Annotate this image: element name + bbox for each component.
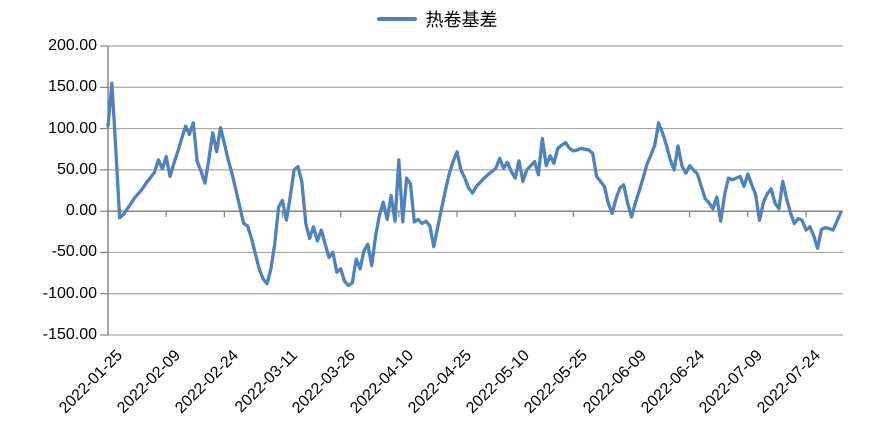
y-tick-label: 50.00 <box>56 160 97 178</box>
y-tick-label: -150.00 <box>42 326 97 343</box>
legend-line-icon <box>376 16 417 22</box>
y-tick-label: 150.00 <box>48 78 97 96</box>
y-tick-label: 100.00 <box>48 119 97 137</box>
y-tick-label: 200.00 <box>48 37 97 54</box>
legend: 热卷基差 <box>0 6 874 32</box>
y-tick-label: 0.00 <box>65 202 97 220</box>
legend-label: 热卷基差 <box>425 10 498 30</box>
y-tick-label: -100.00 <box>42 284 97 302</box>
series-line-hot-coil-basis <box>106 81 843 288</box>
y-tick-label: -50.00 <box>51 243 97 261</box>
